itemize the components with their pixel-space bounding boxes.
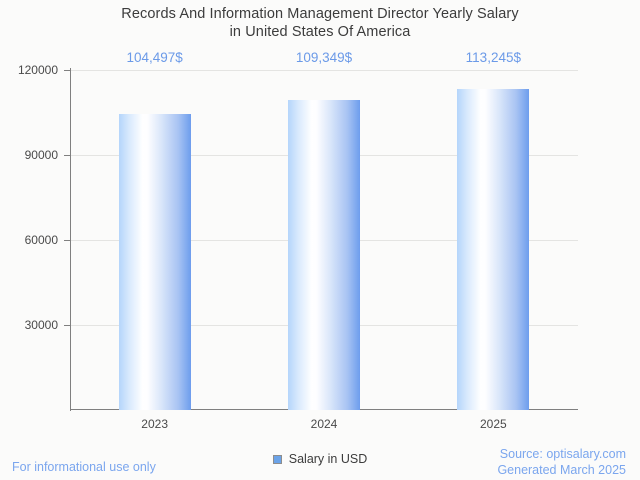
y-axis-tick-label: 30000 [24, 318, 58, 332]
bar-value-label: 104,497$ [126, 50, 183, 65]
y-axis-tick-mark [64, 70, 70, 71]
gridline [70, 70, 578, 71]
chart-title: Records And Information Management Direc… [0, 5, 640, 41]
legend-swatch-icon [272, 454, 282, 464]
bar[interactable] [288, 100, 360, 410]
bar[interactable] [457, 89, 530, 410]
bar[interactable] [118, 113, 191, 410]
footer-generated-line: Generated March 2025 [497, 463, 626, 477]
y-axis-tick-label: 90000 [24, 148, 58, 162]
footer-disclaimer: For informational use only [12, 460, 156, 474]
footer-source-line: Source: optisalary.com [499, 447, 626, 461]
x-axis-tick-label: 2023 [141, 417, 168, 431]
y-axis-tick-mark [64, 325, 70, 326]
y-axis-tick-label: 60000 [24, 233, 58, 247]
chart-title-line-1: Records And Information Management Direc… [121, 6, 519, 22]
chart-legend: Salary in USD [0, 452, 640, 466]
chart-title-line-2: in United States Of America [229, 24, 411, 40]
y-axis-line [70, 68, 71, 411]
bar-value-label: 113,245$ [465, 50, 521, 65]
plot-area [70, 70, 578, 410]
bar-value-label: 109,349$ [295, 50, 353, 65]
legend-item-label: Salary in USD [288, 452, 368, 466]
x-axis-tick-label: 2024 [310, 417, 338, 431]
y-axis-tick-label: 120000 [17, 63, 58, 77]
y-axis-tick-mark [64, 240, 70, 241]
x-axis-tick-label: 2025 [479, 417, 507, 431]
y-axis-tick-mark [64, 155, 70, 156]
footer-source: Source: optisalary.com Generated March 2… [497, 446, 626, 478]
